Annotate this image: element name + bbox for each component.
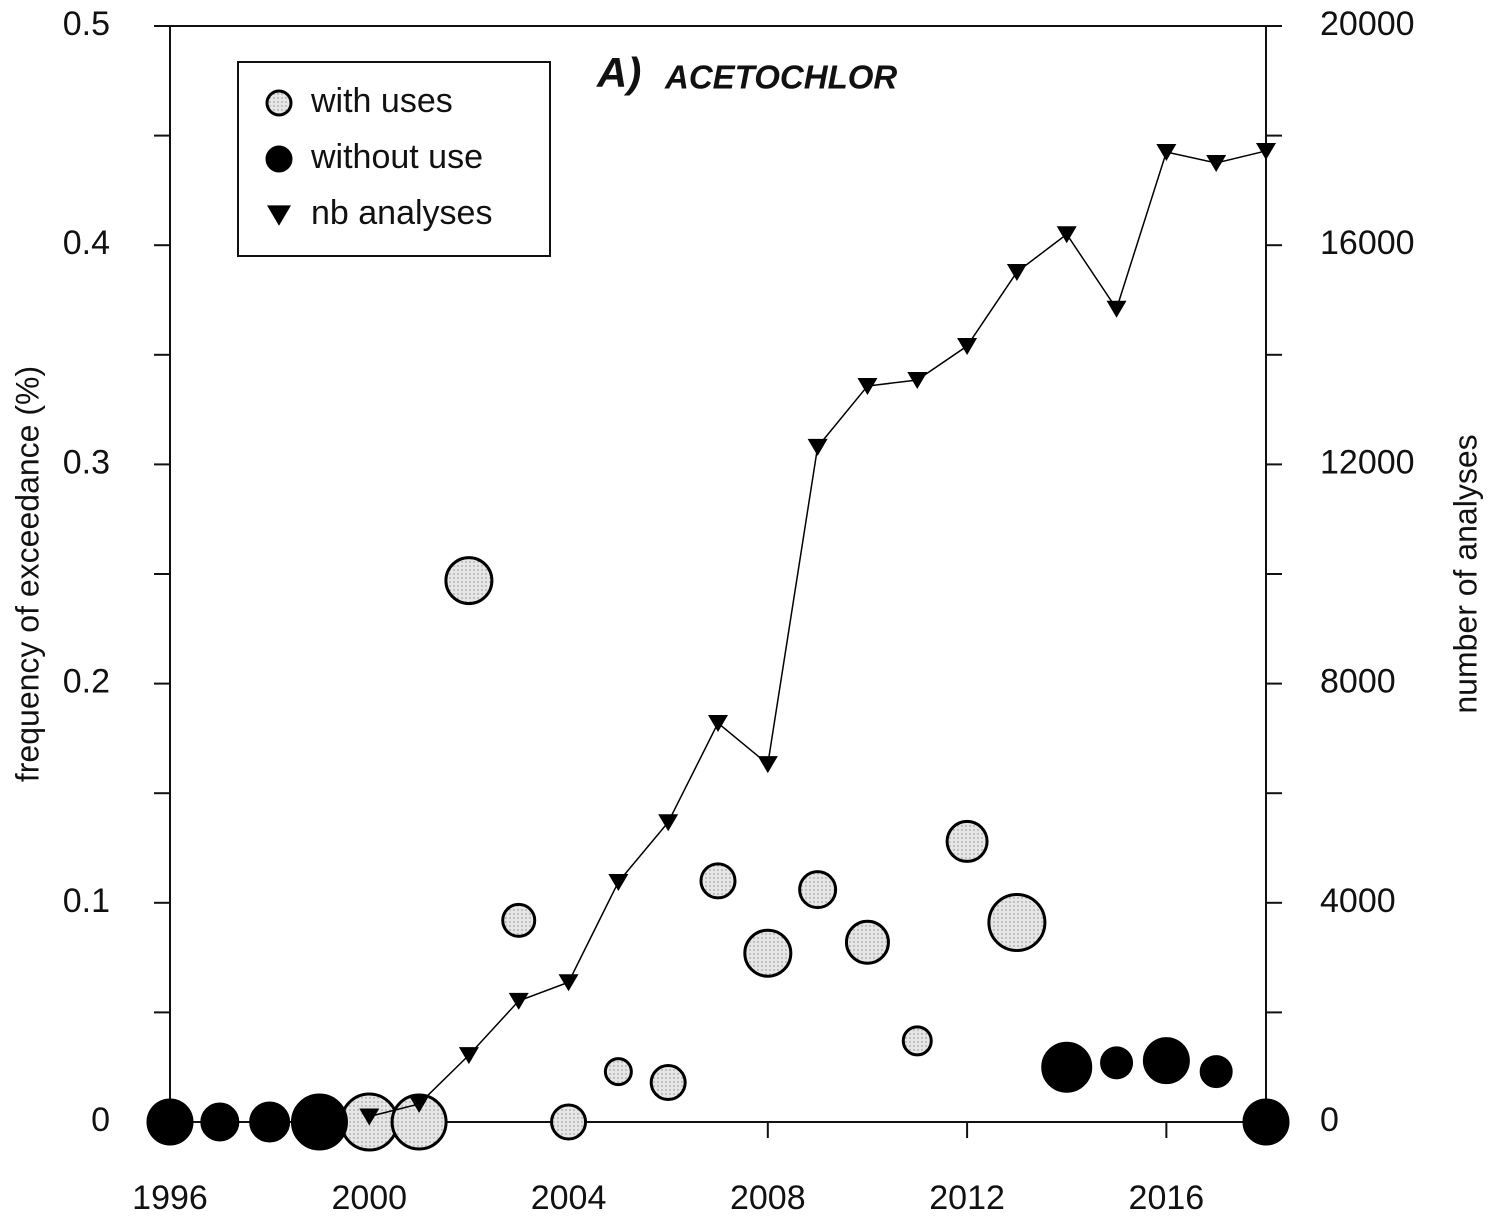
y-tick-label: 0.3 [63,443,110,481]
legend-marker [265,89,293,117]
line-marker [807,438,828,456]
line-marker [708,715,728,733]
x-tick-label: 2004 [531,1179,607,1217]
bubble [699,862,737,900]
x-tick-label: 2012 [929,1179,1005,1217]
line-marker [359,1108,380,1126]
bubble [1041,1041,1093,1093]
line [369,150,1267,1118]
line-marker [608,873,629,891]
bubble [1242,1098,1290,1146]
line-marker [1106,300,1127,318]
y-tick-label: 0 [91,1101,110,1139]
x-tick-label: 2000 [331,1179,407,1217]
bubble [1100,1046,1134,1080]
bubble [1142,1037,1190,1085]
y-axis-label: frequency of exceedance (%) [9,366,45,782]
bubble [743,928,793,978]
line-marker [757,756,778,774]
bubble [390,1093,448,1151]
legend-label: without use [310,138,483,176]
y2-tick-label: 4000 [1320,882,1396,920]
y-tick-label: 0.4 [63,224,110,262]
bubble [249,1101,291,1143]
y2-tick-label: 8000 [1320,663,1396,701]
line-marker [907,372,928,390]
line-marker [658,814,679,832]
line-marker [957,338,978,356]
bubble [901,1025,933,1057]
x-tick-label: 2016 [1129,1179,1205,1217]
y-tick-label: 0.1 [63,882,110,920]
line-marker [458,1047,479,1065]
bubble [146,1098,194,1146]
y2-tick-label: 20000 [1320,5,1415,43]
line-marker [558,974,579,992]
y2-axis-label: number of analyses [1447,434,1483,713]
line-marker [409,1095,430,1113]
y-tick-label: 0.2 [63,663,110,701]
line-marker [1206,155,1227,172]
chart-title: A) [596,49,641,96]
legend-label: with uses [310,82,453,120]
line-marker [508,992,529,1010]
bubble [550,1103,588,1141]
bubble [844,919,890,965]
bubble [987,893,1047,953]
line-marker [857,378,878,396]
x-tick-label: 2008 [730,1179,806,1217]
y-tick-label: 0.5 [63,5,110,43]
y2-tick-label: 0 [1320,1101,1339,1139]
bubble [290,1093,348,1151]
legend-marker [267,205,291,226]
bubble [798,870,838,910]
line-marker [1156,144,1177,162]
chart-subtitle: ACETOCHLOR [664,59,897,96]
legend-marker [265,145,293,173]
bubble [444,556,494,606]
line-marker [1256,142,1276,160]
line-marker [1056,226,1077,244]
line-marker [1006,264,1027,282]
y2-tick-label: 12000 [1320,443,1415,481]
x-tick-label: 1996 [132,1179,208,1217]
bubble [649,1064,687,1102]
bubble [1199,1055,1233,1089]
legend-label: nb analyses [311,194,492,232]
bubble [501,902,537,938]
bubble [200,1102,240,1142]
bubble [945,819,989,863]
y2-tick-label: 16000 [1320,224,1415,262]
bubble [603,1057,633,1087]
